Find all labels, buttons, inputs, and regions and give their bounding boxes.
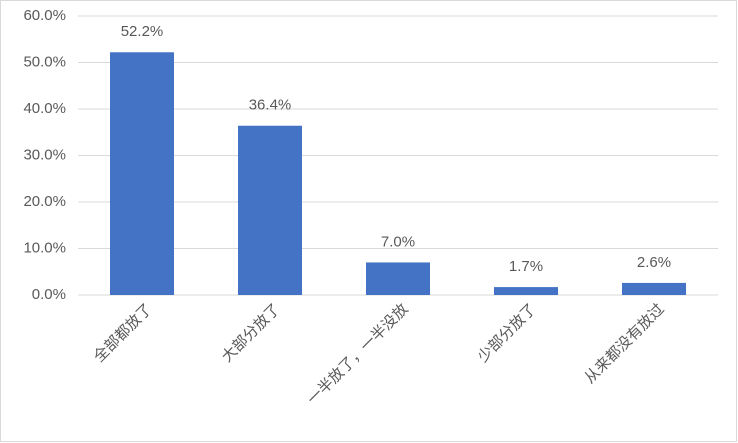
y-tick-label: 50.0%: [23, 53, 66, 70]
y-tick-label: 0.0%: [32, 286, 66, 303]
data-label: 52.2%: [121, 23, 164, 40]
data-label: 7.0%: [381, 233, 415, 250]
bar: [622, 282, 686, 295]
y-tick-label: 30.0%: [23, 146, 66, 163]
y-tick-label: 20.0%: [23, 193, 66, 210]
data-label: 36.4%: [249, 97, 292, 114]
y-tick-label: 60.0%: [23, 7, 66, 24]
bar: [494, 287, 558, 295]
data-label: 2.6%: [637, 254, 671, 271]
data-label: 1.7%: [509, 258, 543, 275]
y-tick-label: 10.0%: [23, 239, 66, 256]
bar: [238, 125, 302, 296]
y-tick-label: 40.0%: [23, 100, 66, 117]
bar: [366, 262, 430, 295]
bar: [110, 52, 174, 295]
